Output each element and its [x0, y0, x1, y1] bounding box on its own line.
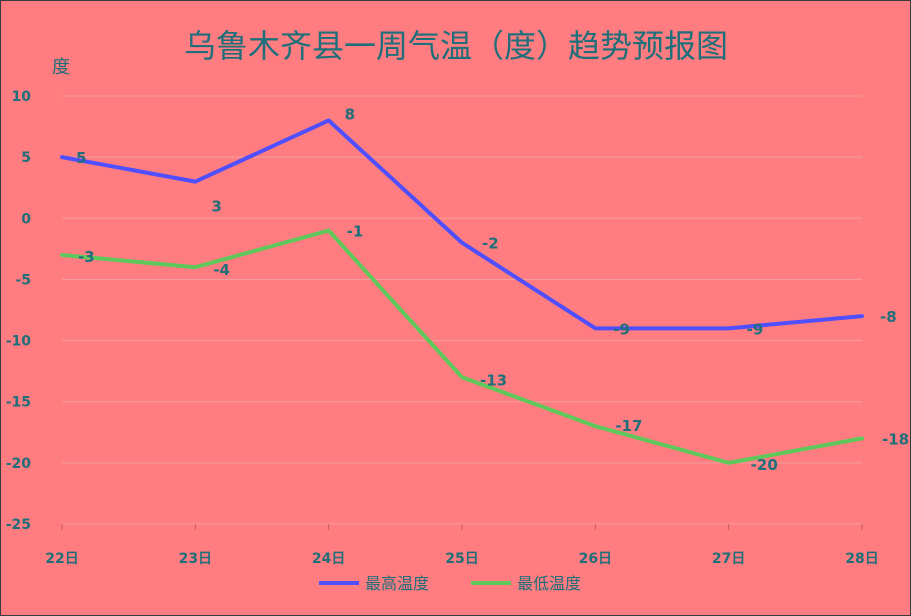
data-label: -13 — [480, 371, 507, 389]
y-tick-label: 0 — [21, 211, 31, 227]
data-label: -4 — [213, 261, 230, 279]
data-label: -20 — [751, 456, 778, 474]
data-label: -9 — [613, 320, 630, 338]
data-label: -3 — [78, 248, 95, 266]
y-tick-label: -25 — [6, 517, 31, 533]
data-label: -17 — [615, 417, 642, 435]
legend-label: 最高温度 — [365, 574, 429, 593]
x-tick-label: 28日 — [845, 551, 878, 567]
gridlines — [62, 95, 862, 525]
y-tick-label: -15 — [6, 395, 31, 411]
chart-title: 乌鲁木齐县一周气温（度）趋势预报图 — [184, 27, 728, 65]
y-tick-label: -5 — [15, 272, 31, 288]
data-labels: 5 3 8 -2 -9 -9 -8 -3 -4 -1 -13 -17 -20 -18 — [76, 105, 909, 473]
data-label: 3 — [211, 198, 221, 216]
legend: 最高温度 最低温度 — [319, 574, 581, 593]
series-line-1 — [60, 118, 864, 331]
data-label: 5 — [76, 149, 86, 167]
x-tick-label: 24日 — [312, 551, 345, 567]
data-label: -9 — [747, 320, 764, 338]
data-label: -18 — [882, 430, 909, 448]
y-tick-label: -20 — [6, 456, 32, 472]
x-tick-label: 22日 — [45, 551, 78, 567]
x-tick-label: 26日 — [579, 551, 612, 567]
x-tick-label: 23日 — [179, 551, 212, 567]
series-lines — [60, 118, 864, 465]
x-tick-label: 25日 — [445, 551, 478, 567]
y-tick-label: 10 — [12, 89, 32, 105]
data-label: 8 — [345, 105, 355, 123]
legend-label: 最低温度 — [517, 574, 581, 593]
y-tick-label: 5 — [21, 150, 31, 166]
x-tick-label: 27日 — [712, 551, 745, 567]
y-tick-label: -10 — [6, 334, 32, 350]
series-line-2 — [60, 228, 864, 465]
y-axis-unit-label: 度 — [52, 57, 70, 78]
data-label: -2 — [482, 235, 499, 253]
data-label: -1 — [347, 223, 364, 241]
data-label: -8 — [880, 308, 897, 326]
